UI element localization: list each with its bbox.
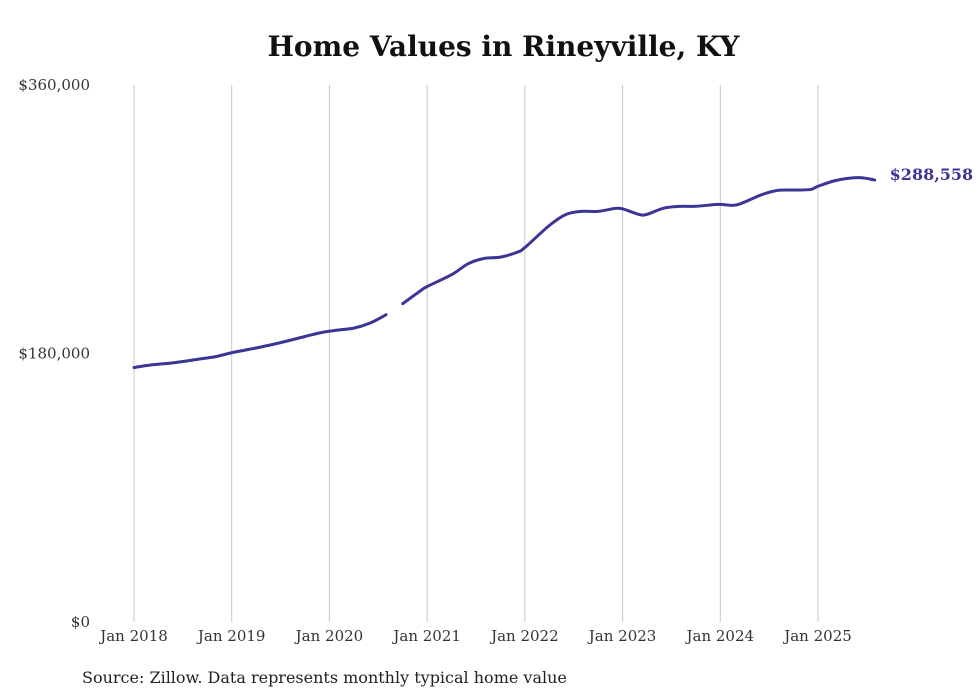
series-line: [401, 176, 877, 306]
axis-labels: Jan 2018 Jan 2019 Jan 2020 Jan 2021 Jan 2022…: [18, 76, 851, 645]
x-tick-label: Jan 2024: [685, 627, 755, 645]
chart-title: Home Values in Rineyville, KY: [267, 30, 740, 63]
y-tick-label: $360,000: [18, 76, 90, 94]
x-tick-label: Jan 2021: [391, 627, 461, 645]
x-tick-label: Jan 2018: [98, 627, 168, 645]
source-note: Source: Zillow. Data represents monthly …: [82, 668, 567, 687]
x-tick-label: Jan 2019: [196, 627, 266, 645]
y-tick-label: $0: [71, 613, 90, 631]
gridlines: [133, 85, 819, 622]
series-line: [132, 313, 388, 370]
x-tick-label: Jan 2022: [489, 627, 559, 645]
x-tick-label: Jan 2025: [782, 627, 852, 645]
end-value-label: $288,558: [890, 165, 974, 184]
annotations: $288,558: [890, 165, 974, 184]
x-tick-label: Jan 2020: [294, 627, 364, 645]
x-tick-label: Jan 2023: [587, 627, 657, 645]
series-lines: [132, 176, 877, 370]
y-tick-label: $180,000: [18, 345, 90, 363]
